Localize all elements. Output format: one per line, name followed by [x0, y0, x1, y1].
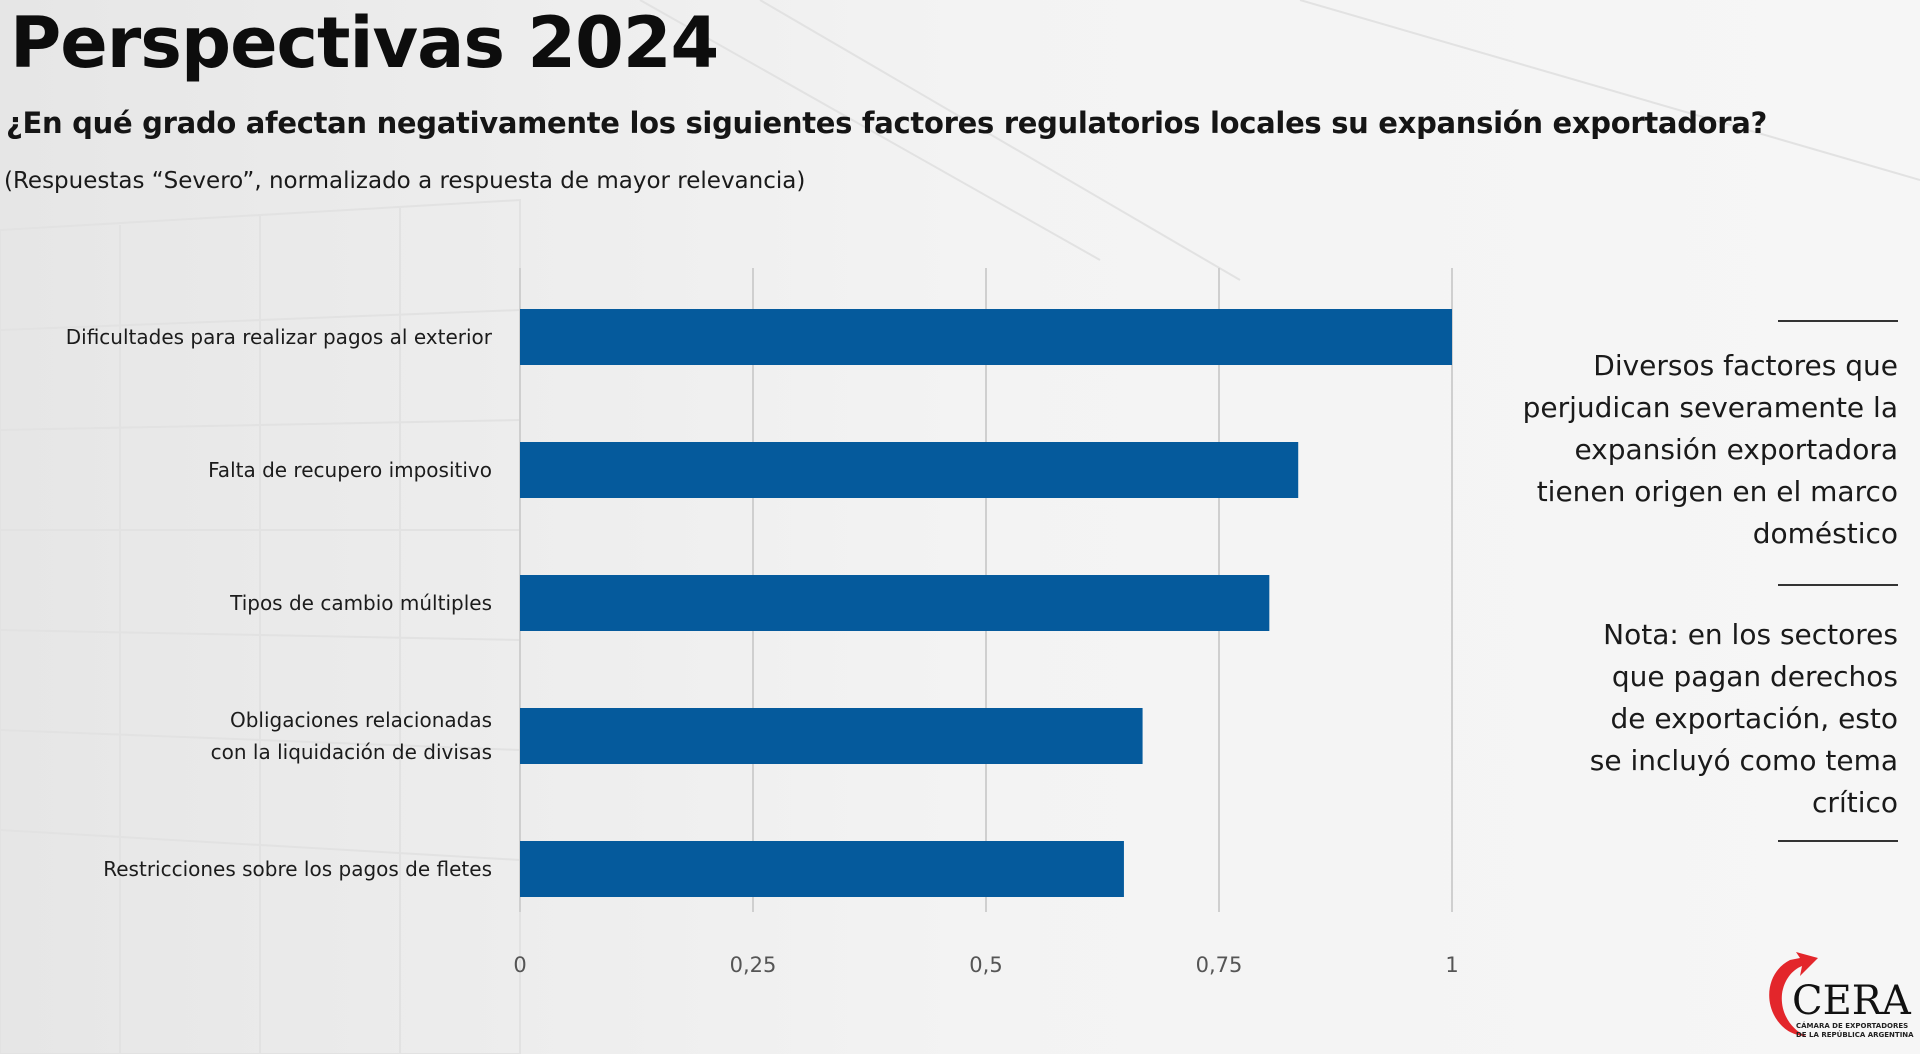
side-main-line: doméstico: [1752, 517, 1898, 550]
side-main-line: tienen origen en el marco: [1536, 475, 1898, 508]
x-tick-label: 0,25: [730, 953, 777, 977]
category-label: Dificultades para realizar pagos al exte…: [66, 325, 493, 349]
bar: [520, 442, 1299, 498]
logo-swoosh-icon: [1769, 952, 1818, 1036]
side-main-text: Diversos factores que perjudican severam…: [1478, 345, 1898, 555]
category-label: Falta de recupero impositivo: [208, 458, 492, 482]
category-label: Obligaciones relacionadas: [230, 708, 492, 732]
chart-note: (Respuestas “Severo”, normalizado a resp…: [4, 168, 806, 194]
page-title: Perspectivas 2024: [10, 2, 719, 84]
chart-question: ¿En qué grado afectan negativamente los …: [6, 106, 1768, 140]
side-main-line: perjudican severamente la: [1522, 391, 1898, 424]
divider-bottom: [1778, 840, 1898, 842]
x-tick-label: 0,75: [1196, 953, 1243, 977]
divider-top: [1778, 320, 1898, 322]
side-note-line: que pagan derechos: [1611, 660, 1898, 693]
side-note-line: crítico: [1812, 786, 1898, 819]
side-main-line: Diversos factores que: [1593, 349, 1898, 382]
divider-middle: [1778, 584, 1898, 586]
x-tick-label: 0: [513, 953, 526, 977]
category-label: Restricciones sobre los pagos de fletes: [103, 857, 492, 881]
x-tick-label: 0,5: [969, 953, 1002, 977]
bar: [520, 708, 1143, 764]
side-note-line: Nota: en los sectores: [1603, 618, 1898, 651]
bar: [520, 841, 1124, 897]
bar: [520, 575, 1270, 631]
bar: [520, 309, 1452, 365]
side-note-line: se incluyó como tema: [1589, 744, 1898, 777]
logo-name: CERA: [1792, 978, 1912, 1024]
x-tick-labels: 0 0,25 0,5 0,75 1: [513, 953, 1458, 977]
category-label: Tipos de cambio múltiples: [229, 591, 492, 615]
side-note-line: de exportación, esto: [1610, 702, 1898, 735]
bars: [520, 309, 1452, 897]
logo-tagline-1: CÁMARA DE EXPORTADORES: [1796, 1021, 1908, 1030]
category-labels: Dificultades para realizar pagos al exte…: [66, 325, 493, 881]
logo-tagline-2: DE LA REPÚBLICA ARGENTINA: [1796, 1030, 1914, 1039]
side-main-line: expansión exportadora: [1574, 433, 1898, 466]
x-tick-label: 1: [1445, 953, 1458, 977]
side-note-text: Nota: en los sectores que pagan derechos…: [1478, 614, 1898, 824]
category-label: con la liquidación de divisas: [211, 740, 492, 764]
cera-logo: CERA CÁMARA DE EXPORTADORES DE LA REPÚBL…: [1769, 952, 1914, 1039]
